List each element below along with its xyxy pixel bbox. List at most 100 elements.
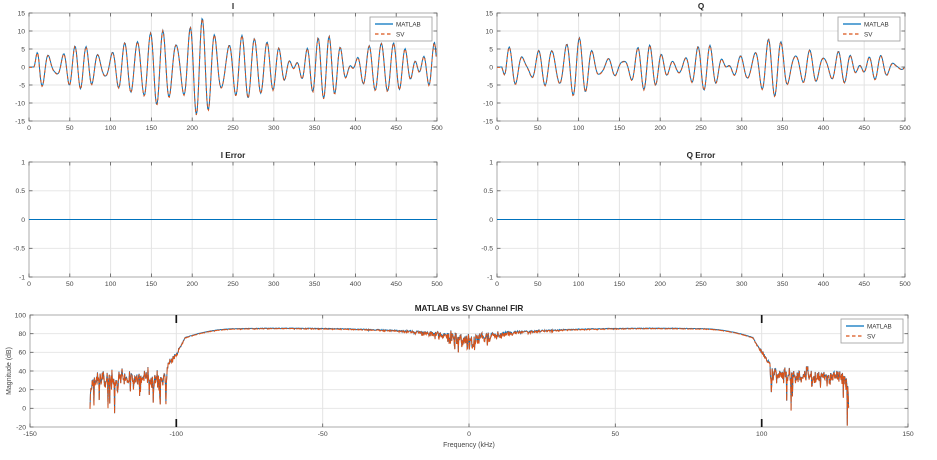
legend-label: MATLAB (867, 323, 892, 330)
legend: MATLAB SV (837, 16, 901, 42)
panel-i-error: 0 50 100 150 200 250 300 350 400 450 500 -1 -0.5 0 0.5… (0, 140, 468, 293)
x-tick-label: 450 (391, 281, 403, 288)
legend: MATLAB SV (369, 16, 433, 42)
series-lines (497, 36, 905, 98)
y-tick-label: 1 (489, 159, 493, 166)
legend-label: SV (864, 31, 873, 38)
panel-channel-fir: -150 -100 -50 0 50 100 150 -20 0 20 40 60 80 100 MATLA… (0, 295, 937, 460)
y-tick-label: -5 (487, 82, 493, 89)
legend-label: SV (396, 31, 405, 38)
y-tick-label: 100 (15, 312, 27, 319)
panel-i-signal: 0 50 100 150 200 250 300 350 400 450 500 -15 -10 -5 0 5… (0, 0, 468, 138)
x-tick-label: 150 (614, 281, 626, 288)
y-tick-label: 5 (489, 46, 493, 53)
y-tick-label: 1 (21, 159, 25, 166)
x-tick-label: 0 (27, 125, 31, 132)
x-tick-label: 250 (227, 281, 239, 288)
x-tick-label: 300 (736, 281, 748, 288)
x-tick-label: 100 (573, 125, 585, 132)
x-tick-label: 350 (777, 281, 789, 288)
tick-labels: 0 50 100 150 200 250 300 350 400 450 500 -15 -10 -5 0 5… (15, 10, 443, 132)
x-tick-label: 50 (534, 125, 542, 132)
y-tick-label: 0 (21, 217, 25, 224)
panel-q-signal: 0 50 100 150 200 250 300 350 400 450 500 -15 -10 -5 0 5… (468, 0, 937, 138)
x-tick-label: -100 (169, 431, 183, 438)
band-markers (175, 315, 763, 427)
x-tick-label: 100 (105, 125, 117, 132)
y-tick-label: 10 (485, 28, 493, 35)
x-tick-label: 450 (391, 125, 403, 132)
x-tick-label: 500 (899, 125, 911, 132)
q-error-chart: 0 50 100 150 200 250 300 350 400 450 500 -1 -0.5 0 0.5… (481, 151, 911, 288)
x-tick-label: 200 (187, 125, 199, 132)
x-tick-label: 150 (146, 281, 158, 288)
y-tick-label: 20 (18, 387, 26, 394)
y-tick-label: -10 (483, 100, 493, 107)
x-tick-label: 400 (350, 125, 362, 132)
q-signal-chart: 0 50 100 150 200 250 300 350 400 450 500 -15 -10 -5 0 5… (483, 2, 911, 132)
y-tick-label: -20 (16, 424, 26, 431)
x-tick-label: 0 (495, 281, 499, 288)
y-tick-label: 0 (489, 64, 493, 71)
x-tick-label: 50 (534, 281, 542, 288)
y-tick-label: -1 (19, 274, 25, 281)
i-error-chart: 0 50 100 150 200 250 300 350 400 450 500 -1 -0.5 0 0.5… (13, 151, 443, 288)
y-tick-label: -5 (19, 82, 25, 89)
x-tick-label: 50 (66, 125, 74, 132)
tick-labels: 0 50 100 150 200 250 300 350 400 450 500 -15 -10 -5 0 5… (483, 10, 911, 132)
x-tick-label: 350 (309, 125, 321, 132)
chart-title: Q Error (687, 151, 716, 160)
x-tick-label: 300 (268, 281, 280, 288)
x-tick-label: 200 (655, 281, 667, 288)
y-tick-label: -10 (15, 100, 25, 107)
y-tick-label: 5 (21, 46, 25, 53)
x-tick-label: 300 (268, 125, 280, 132)
chart-title: MATLAB vs SV Channel FIR (415, 304, 524, 313)
x-tick-label: 250 (227, 125, 239, 132)
y-tick-label: 0 (22, 406, 26, 413)
y-tick-label: 0 (489, 217, 493, 224)
x-tick-label: 400 (350, 281, 362, 288)
series-lines (89, 327, 850, 426)
x-tick-label: 500 (899, 281, 911, 288)
x-tick-label: 500 (431, 125, 443, 132)
legend-label: SV (867, 333, 876, 340)
y-tick-label: -0.5 (13, 246, 25, 253)
x-tick-label: 250 (695, 281, 707, 288)
x-tick-label: -150 (23, 431, 37, 438)
y-tick-label: -1 (487, 274, 493, 281)
x-tick-label: 100 (756, 431, 768, 438)
x-axis-label: Frequency (kHz) (443, 442, 495, 449)
x-tick-label: 200 (655, 125, 667, 132)
y-tick-label: 80 (18, 331, 26, 338)
y-tick-label: 0 (21, 64, 25, 71)
panel-q-error: 0 50 100 150 200 250 300 350 400 450 500 -1 -0.5 0 0.5… (468, 140, 937, 293)
legend: MATLAB SV (840, 318, 904, 344)
x-tick-label: 450 (859, 125, 871, 132)
x-tick-label: 400 (818, 125, 830, 132)
y-tick-label: -15 (15, 118, 25, 125)
x-tick-label: 150 (146, 125, 158, 132)
x-tick-label: 250 (695, 125, 707, 132)
chart-title: I (232, 2, 234, 11)
chart-title: I Error (221, 151, 246, 160)
series-sv (89, 327, 850, 426)
series-lines (29, 17, 437, 116)
x-tick-label: 450 (859, 281, 871, 288)
x-tick-label: 100 (573, 281, 585, 288)
legend-label: MATLAB (396, 21, 421, 28)
i-signal-chart: 0 50 100 150 200 250 300 350 400 450 500 -15 -10 -5 0 5… (15, 2, 443, 132)
x-tick-label: 150 (614, 125, 626, 132)
tick-labels: 0 50 100 150 200 250 300 350 400 450 500 -1 -0.5 0 0.5… (481, 159, 911, 288)
tick-labels: -150 -100 -50 0 50 100 150 -20 0 20 40 60 80 100 (15, 312, 914, 438)
x-tick-label: -50 (318, 431, 328, 438)
y-tick-label: 10 (17, 28, 25, 35)
x-tick-label: 200 (187, 281, 199, 288)
x-tick-label: 350 (309, 281, 321, 288)
x-tick-label: 400 (818, 281, 830, 288)
x-tick-label: 50 (66, 281, 74, 288)
chart-title: Q (698, 2, 705, 11)
x-tick-label: 0 (495, 125, 499, 132)
y-tick-label: 15 (17, 10, 25, 17)
